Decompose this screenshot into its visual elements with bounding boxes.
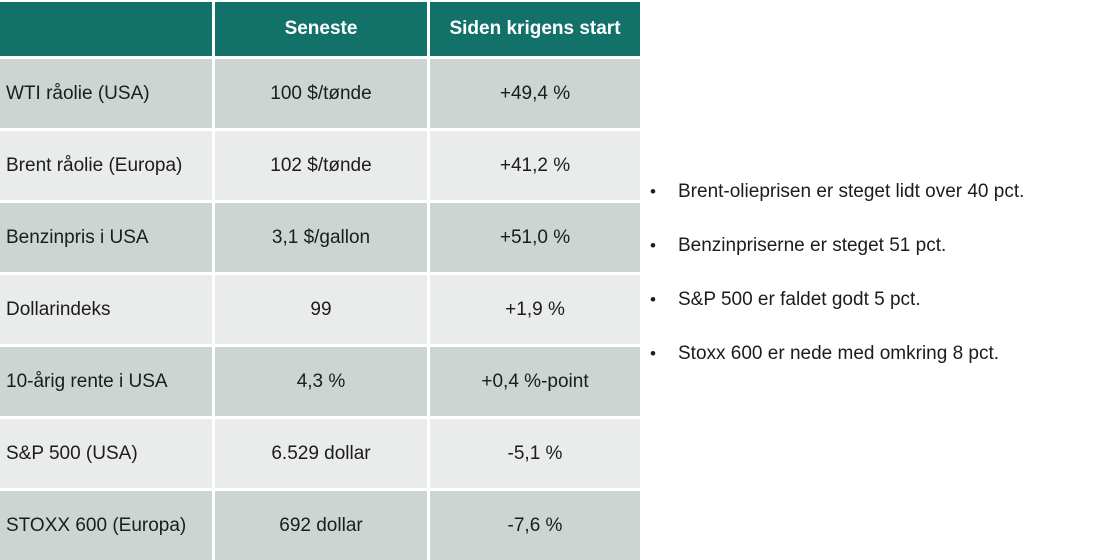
bullet-text: Stoxx 600 er nede med omkring 8 pct. bbox=[678, 343, 1000, 364]
row-label: 10-årig rente i USA bbox=[0, 347, 212, 416]
row-change: -7,6 % bbox=[430, 491, 640, 560]
market-table: Seneste Siden krigens start WTI råolie (… bbox=[0, 2, 640, 560]
bullet-icon: • bbox=[650, 344, 656, 363]
row-latest: 4,3 % bbox=[215, 347, 427, 416]
row-latest: 3,1 $/gallon bbox=[215, 203, 427, 272]
row-label: S&P 500 (USA) bbox=[0, 419, 212, 488]
row-latest: 102 $/tønde bbox=[215, 131, 427, 200]
row-change: +49,4 % bbox=[430, 59, 640, 128]
bullet-text: Benzinpriserne er steget 51 pct. bbox=[678, 235, 947, 256]
list-item: • Stoxx 600 er nede med omkring 8 pct. bbox=[650, 341, 1100, 366]
row-latest: 100 $/tønde bbox=[215, 59, 427, 128]
row-label: Benzinpris i USA bbox=[0, 203, 212, 272]
bullet-text: Brent-olieprisen er steget lidt over 40 … bbox=[678, 181, 1025, 202]
row-change: +0,4 %-point bbox=[430, 347, 640, 416]
summary-bullet-list: • Brent-olieprisen er steget lidt over 4… bbox=[650, 179, 1100, 395]
table-header-latest: Seneste bbox=[215, 2, 427, 56]
row-label: WTI råolie (USA) bbox=[0, 59, 212, 128]
bullet-icon: • bbox=[650, 182, 656, 201]
table-header-empty bbox=[0, 2, 212, 56]
row-change: +1,9 % bbox=[430, 275, 640, 344]
list-item: • S&P 500 er faldet godt 5 pct. bbox=[650, 287, 1100, 312]
bullet-text: S&P 500 er faldet godt 5 pct. bbox=[678, 289, 921, 310]
row-latest: 99 bbox=[215, 275, 427, 344]
row-label: Brent råolie (Europa) bbox=[0, 131, 212, 200]
table-header-since-war-start: Siden krigens start bbox=[430, 2, 640, 56]
row-change: -5,1 % bbox=[430, 419, 640, 488]
list-item: • Benzinpriserne er steget 51 pct. bbox=[650, 233, 1100, 258]
row-latest: 6.529 dollar bbox=[215, 419, 427, 488]
row-label: STOXX 600 (Europa) bbox=[0, 491, 212, 560]
row-change: +41,2 % bbox=[430, 131, 640, 200]
row-label: Dollarindeks bbox=[0, 275, 212, 344]
row-latest: 692 dollar bbox=[215, 491, 427, 560]
list-item: • Brent-olieprisen er steget lidt over 4… bbox=[650, 179, 1100, 204]
bullet-icon: • bbox=[650, 236, 656, 255]
row-change: +51,0 % bbox=[430, 203, 640, 272]
bullet-icon: • bbox=[650, 290, 656, 309]
